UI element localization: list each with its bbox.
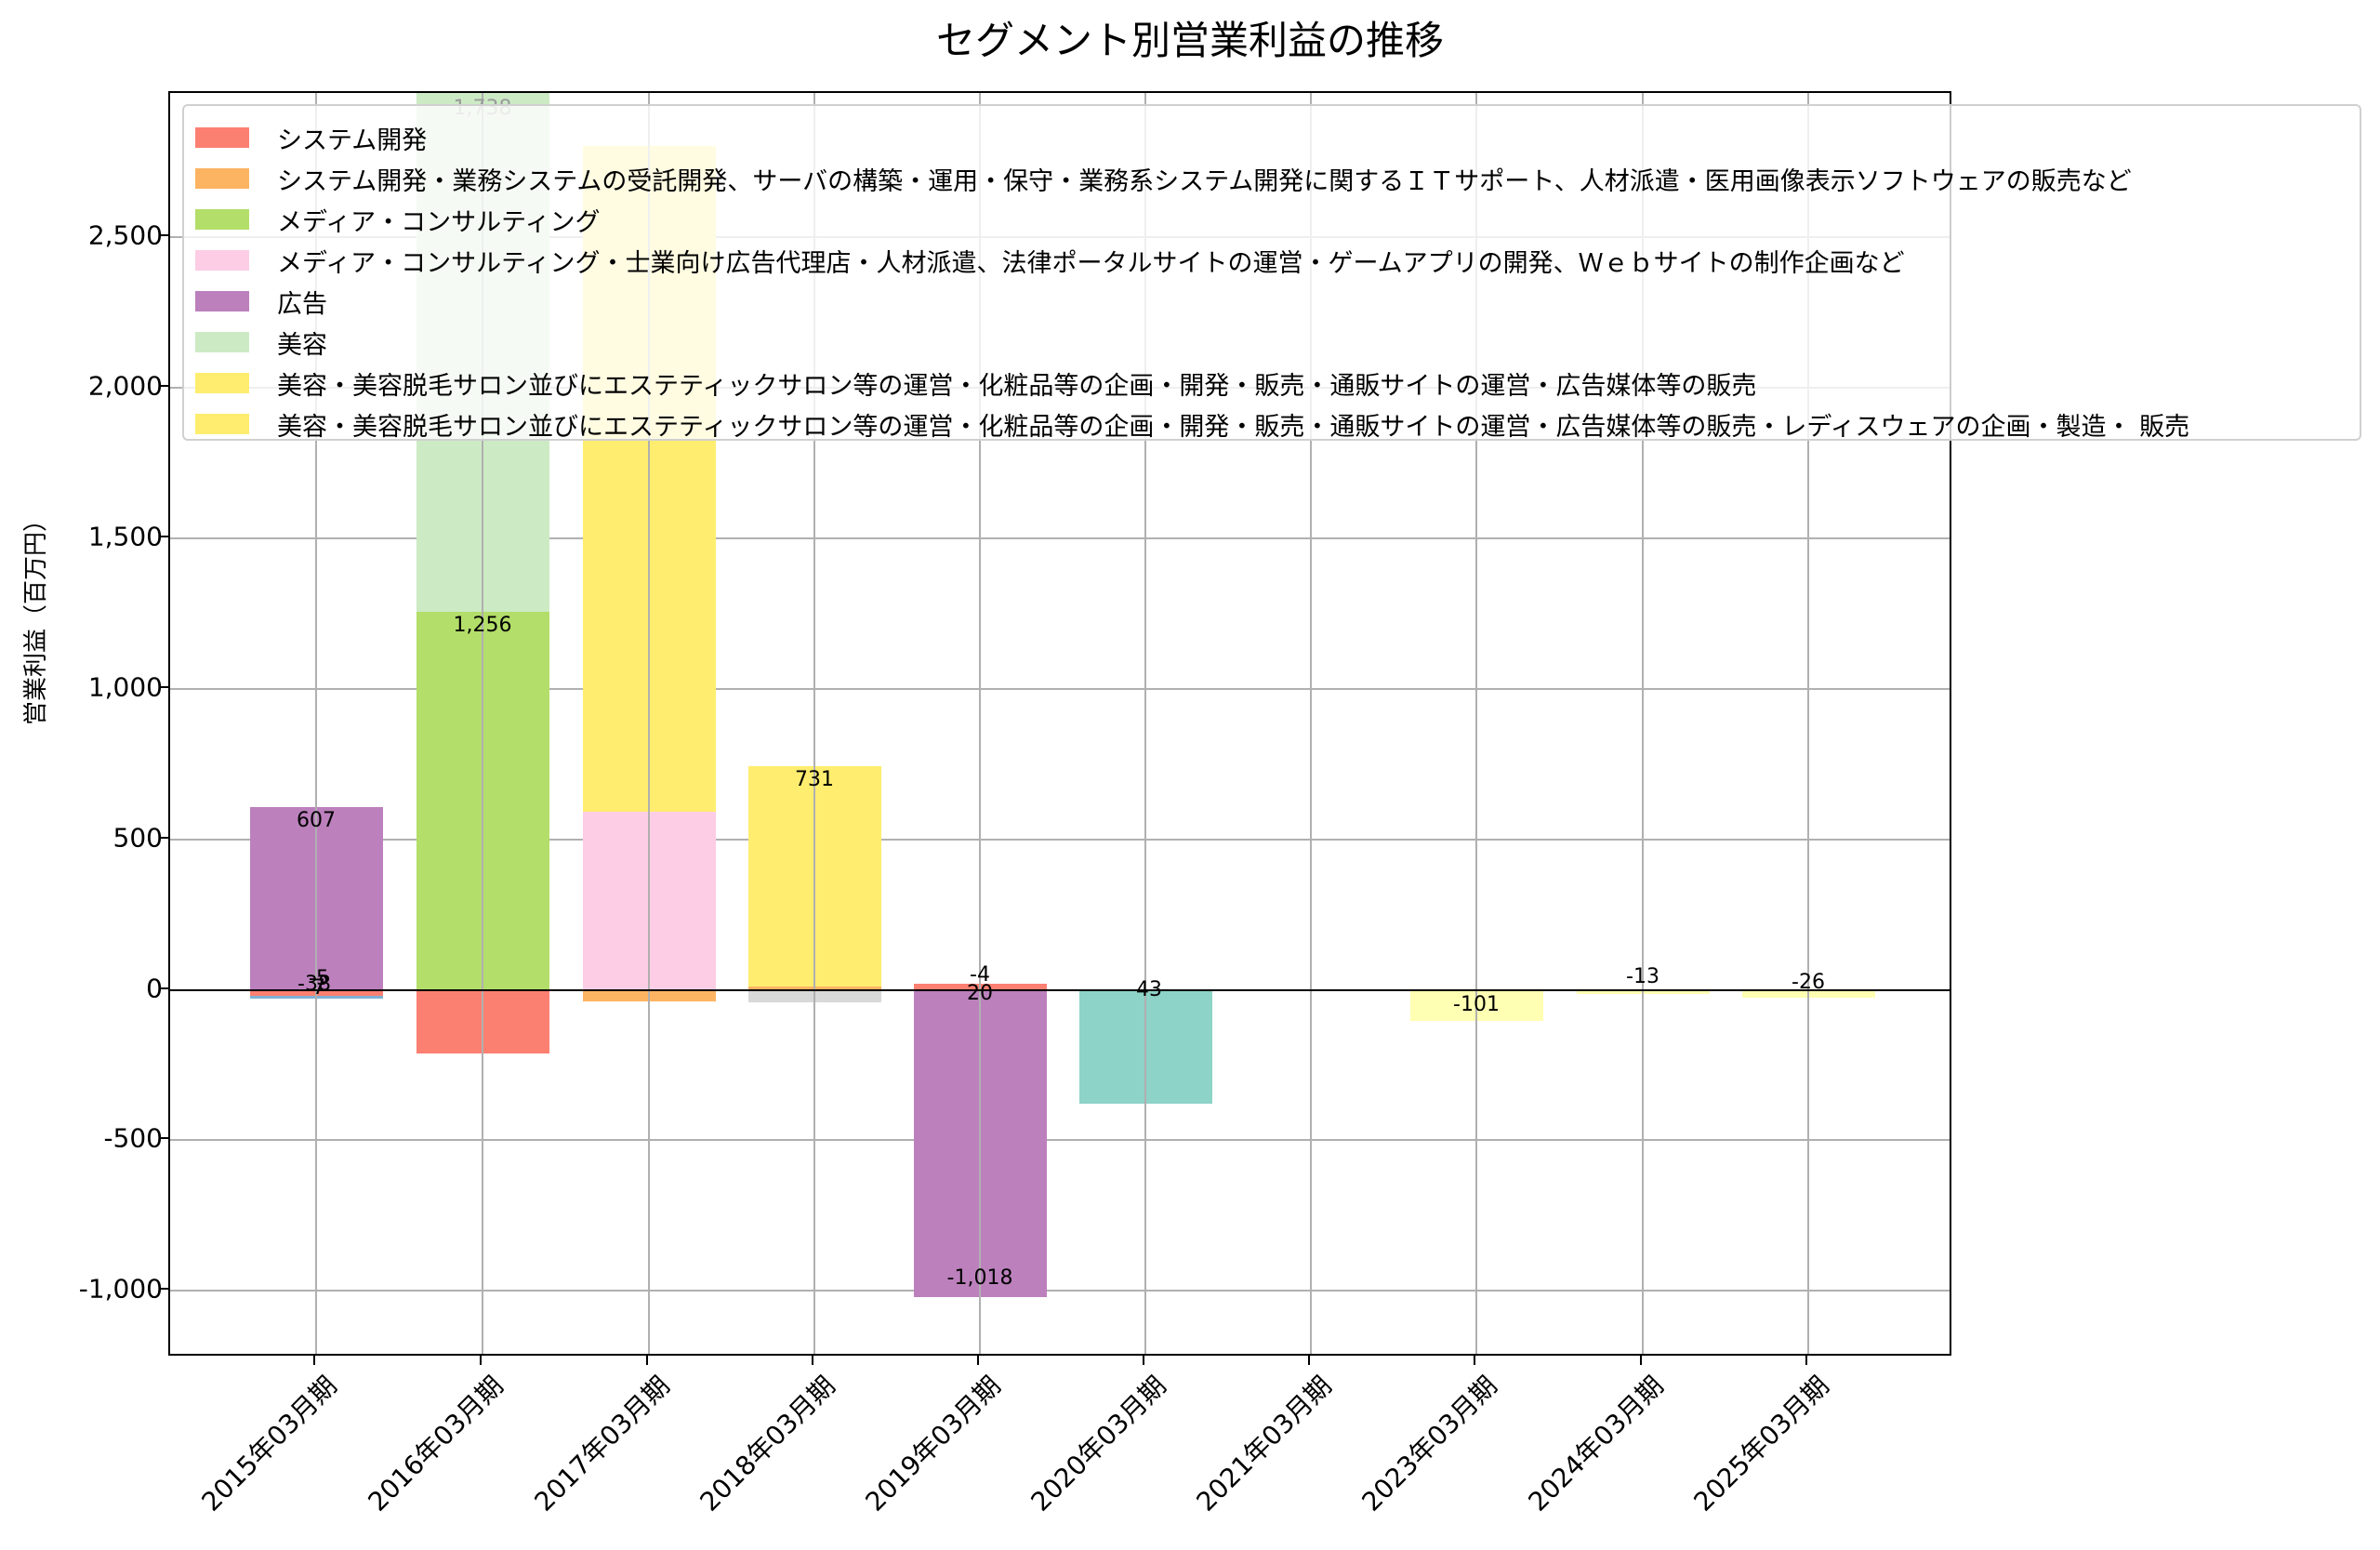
h-gridline (170, 1139, 1950, 1141)
legend: システム開発 システム開発・業務システムの受託開発、サーバの構築・運用・保守・業… (182, 104, 2361, 443)
legend-swatch (195, 168, 249, 189)
x-tick-mark (1640, 1356, 1642, 1365)
legend-swatch (195, 414, 249, 434)
x-tick-label-2015: 2015年03月期 (195, 1370, 343, 1517)
legend-item: 広告 (195, 283, 327, 320)
bar-value-label: -43 (1129, 978, 1162, 1001)
legend-item: システム開発 (195, 119, 427, 156)
y-tick-mark (159, 686, 168, 688)
v-gridline (1807, 93, 1809, 1354)
y-tick-minus1000: -1,000 (78, 1273, 163, 1305)
legend-item: システム開発・業務システムの受託開発、サーバの構築・運用・保守・業務系システム開… (195, 160, 2132, 197)
h-gridline (170, 688, 1950, 690)
bar-value-label: 607 (297, 809, 336, 832)
y-tick-mark (159, 987, 168, 989)
y-tick-2000: 2,000 (87, 370, 163, 402)
legend-swatch (195, 127, 249, 148)
bar-value-label: -1,018 (946, 1266, 1013, 1290)
bar-value-label: 7 (312, 976, 325, 1000)
legend-item: メディア・コンサルティング・士業向け広告代理店・人材派遣、法律ポータルサイトの運… (195, 242, 1905, 279)
y-tick-mark (159, 385, 168, 387)
legend-swatch (195, 209, 249, 230)
y-axis-label: 営業利益（百万円） (22, 507, 50, 725)
x-tick-label-2024: 2024年03月期 (1522, 1370, 1670, 1517)
bar-value-label: -101 (1453, 993, 1500, 1016)
legend-label: 広告 (277, 289, 327, 319)
y-tick-mark (159, 536, 168, 537)
v-gridline (315, 93, 317, 1354)
y-tick-mark (159, 234, 168, 236)
legend-label: メディア・コンサルティング (277, 207, 601, 237)
legend-label: システム開発・業務システムの受託開発、サーバの構築・運用・保守・業務系システム開… (277, 166, 2132, 196)
v-gridline (1310, 93, 1312, 1354)
legend-label: 美容・美容脱毛サロン並びにエステティックサロン等の運営・化粧品等の企画・開発・販… (277, 371, 1757, 401)
x-tick-mark (1474, 1356, 1475, 1365)
legend-item: メディア・コンサルティング (195, 201, 601, 238)
v-gridline (648, 93, 650, 1354)
v-gridline (1475, 93, 1477, 1354)
x-tick-mark (1308, 1356, 1310, 1365)
x-tick-mark (646, 1356, 648, 1365)
chart-title: セグメント別営業利益の推移 (935, 18, 1444, 63)
x-tick-label-2016: 2016年03月期 (362, 1370, 509, 1517)
bar-value-label: -4 (970, 963, 990, 987)
x-tick-label-2018: 2018年03月期 (694, 1370, 841, 1517)
y-tick-minus500: -500 (103, 1122, 163, 1154)
legend-item: 美容 (195, 324, 327, 361)
y-tick-mark (159, 1288, 168, 1290)
v-gridline (813, 93, 815, 1354)
legend-swatch (195, 291, 249, 311)
h-gridline (170, 537, 1950, 539)
legend-swatch (195, 250, 249, 271)
bar-value-label: 20 (967, 982, 993, 1005)
bar-value-label: 1,256 (453, 614, 512, 637)
legend-item: 美容・美容脱毛サロン並びにエステティックサロン等の運営・化粧品等の企画・開発・販… (195, 405, 2189, 443)
y-tick-2500: 2,500 (87, 219, 163, 251)
x-tick-mark (1143, 1356, 1144, 1365)
y-tick-500: 500 (112, 822, 163, 854)
x-tick-label-2023: 2023年03月期 (1355, 1370, 1503, 1517)
x-tick-mark (313, 1356, 315, 1365)
v-gridline (482, 93, 483, 1354)
legend-label: メディア・コンサルティング・士業向け広告代理店・人材派遣、法律ポータルサイトの運… (277, 248, 1905, 278)
x-tick-label-2017: 2017年03月期 (528, 1370, 676, 1517)
y-tick-1000: 1,000 (87, 671, 163, 703)
y-tick-mark (159, 837, 168, 839)
legend-label: 美容・美容脱毛サロン並びにエステティックサロン等の運営・化粧品等の企画・開発・販… (277, 412, 2190, 442)
bar-value-label: -38 (298, 973, 331, 996)
legend-item: 美容・美容脱毛サロン並びにエステティックサロン等の運営・化粧品等の企画・開発・販… (195, 364, 1756, 402)
legend-swatch (195, 332, 249, 352)
y-tick-1500: 1,500 (87, 521, 163, 552)
legend-swatch (195, 373, 249, 393)
y-tick-mark (159, 1137, 168, 1139)
v-gridline (1144, 93, 1146, 1354)
x-tick-mark (480, 1356, 482, 1365)
x-tick-mark (812, 1356, 813, 1365)
zero-line (170, 989, 1950, 991)
x-tick-label-2019: 2019年03月期 (859, 1370, 1007, 1517)
bar-value-label: -5 (309, 967, 329, 990)
v-gridline (1642, 93, 1644, 1354)
bar-value-label: -13 (1626, 965, 1659, 988)
x-tick-mark (1805, 1356, 1807, 1365)
legend-label: システム開発 (277, 126, 428, 155)
y-tick-0: 0 (146, 973, 163, 1004)
h-gridline (170, 1290, 1950, 1292)
x-tick-mark (977, 1356, 979, 1365)
x-tick-label-2021: 2021年03月期 (1190, 1370, 1338, 1517)
x-tick-label-2025: 2025年03月期 (1687, 1370, 1835, 1517)
x-tick-label-2020: 2020年03月期 (1025, 1370, 1172, 1517)
v-gridline (979, 93, 981, 1354)
h-gridline (170, 839, 1950, 841)
bar-value-label: 731 (795, 768, 834, 791)
legend-label: 美容 (277, 330, 327, 360)
bar-value-label: -26 (1792, 971, 1825, 994)
